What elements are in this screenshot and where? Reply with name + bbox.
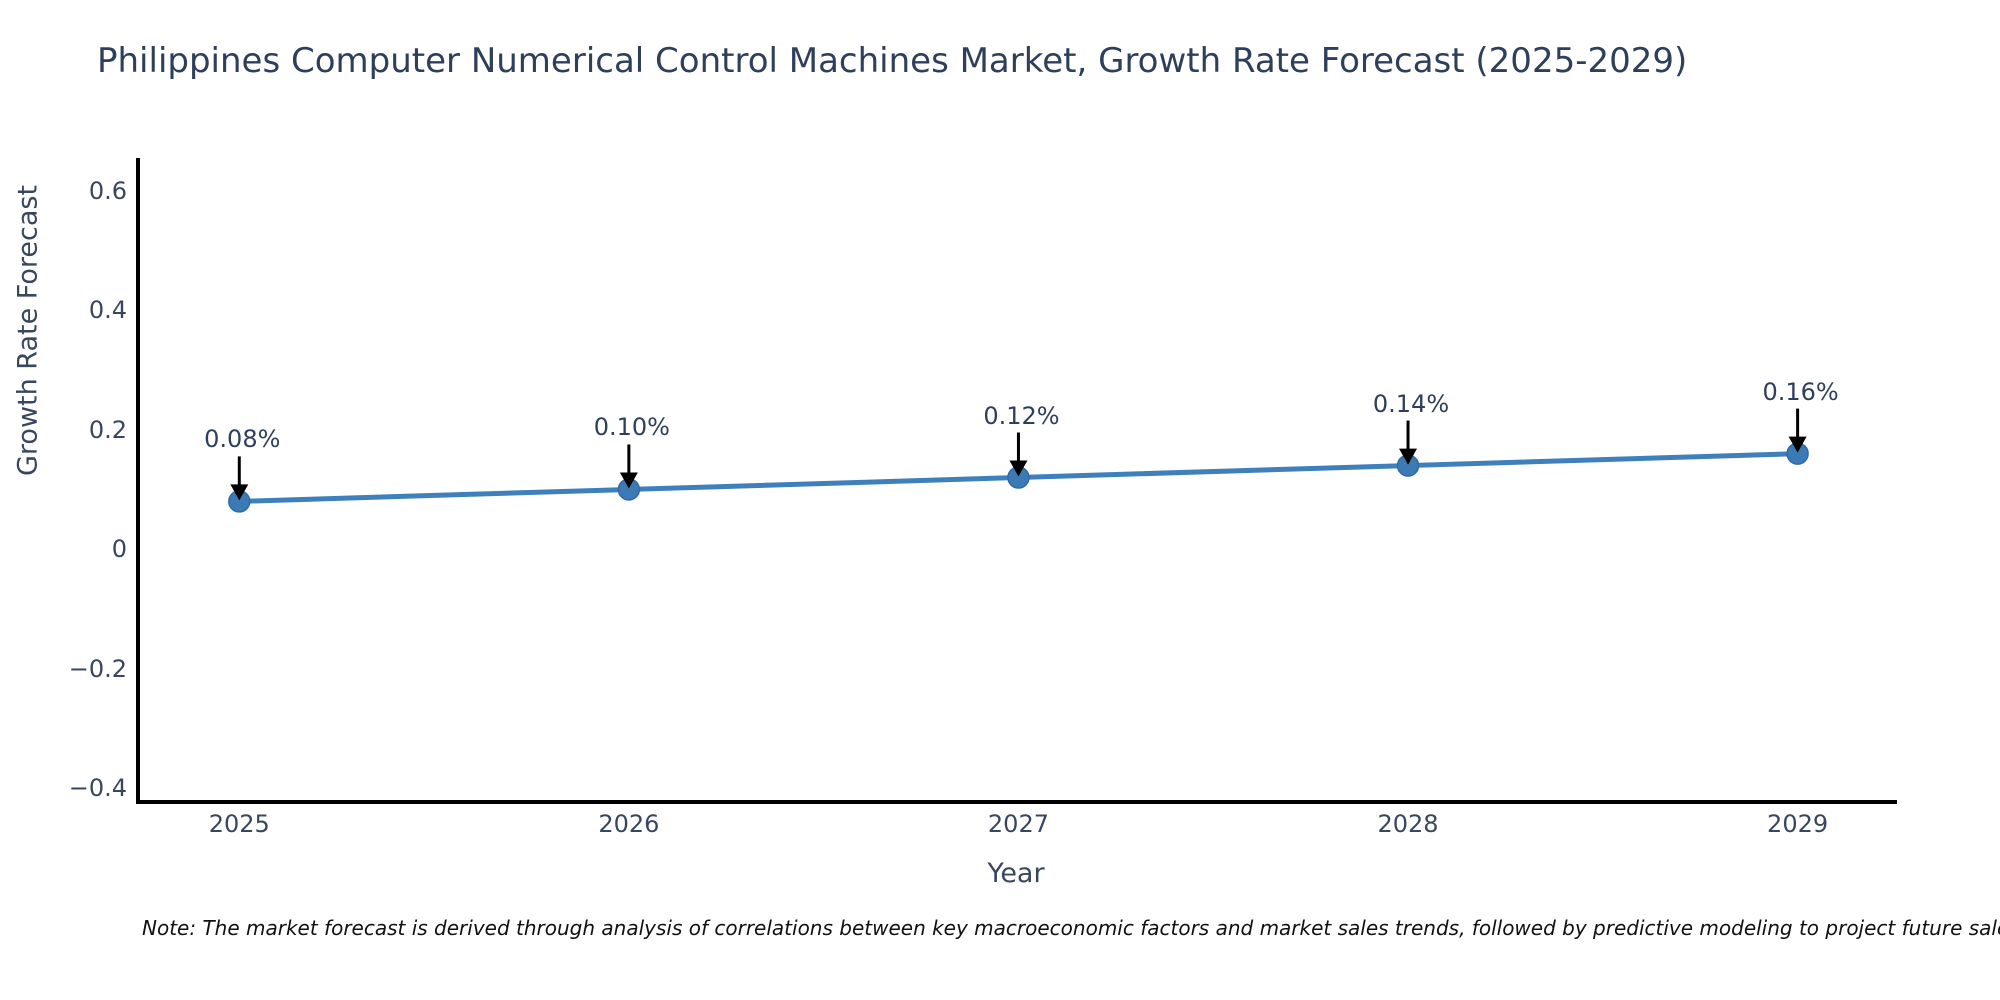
- x-tick-label: 2027: [987, 810, 1049, 838]
- x-tick-label: 2029: [1767, 810, 1829, 838]
- y-tick-label: 0.4: [88, 296, 127, 325]
- annotation-label: 0.08%: [204, 425, 281, 454]
- chart-title: Philippines Computer Numerical Control M…: [97, 41, 1688, 81]
- y-tick-label: 0: [111, 535, 127, 564]
- x-tick-label: 2028: [1377, 810, 1439, 838]
- x-tick-label: 2025: [208, 810, 270, 838]
- x-tick-label: 2026: [598, 810, 660, 838]
- x-axis-title: Year: [987, 858, 1045, 889]
- plot-area: [136, 158, 1897, 804]
- annotation-label: 0.14%: [1372, 389, 1450, 418]
- footnote: Note: The market forecast is derived thr…: [142, 916, 2000, 940]
- annotation-label: 0.10%: [593, 413, 670, 442]
- y-tick-label: 0.6: [88, 176, 127, 205]
- y-tick-label: 0.2: [88, 415, 127, 444]
- annotation-label: 0.16%: [1762, 377, 1839, 406]
- y-tick-label: −0.2: [68, 654, 127, 683]
- y-tick-label: −0.4: [68, 774, 127, 803]
- annotation-label: 0.12%: [983, 401, 1060, 430]
